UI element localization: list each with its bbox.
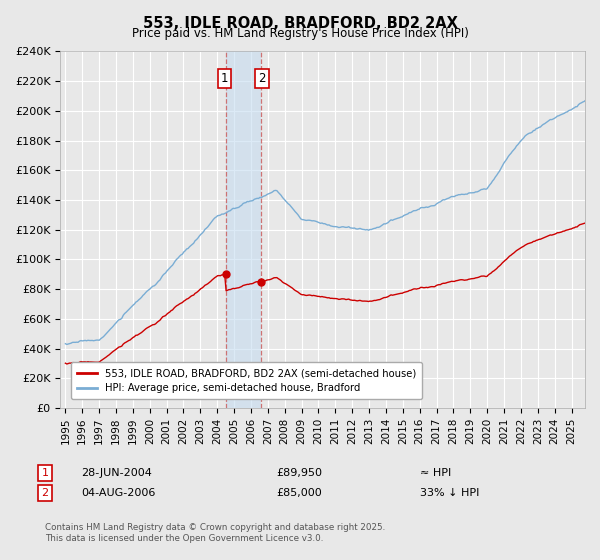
Text: 2: 2 [41,488,49,498]
Text: £89,950: £89,950 [276,468,322,478]
Bar [226,52,261,408]
Legend: 553, IDLE ROAD, BRADFORD, BD2 2AX (semi-detached house), HPI: Average price, sem: 553, IDLE ROAD, BRADFORD, BD2 2AX (semi-… [71,362,422,399]
Text: 1: 1 [221,72,229,85]
Text: 33% ↓ HPI: 33% ↓ HPI [420,488,479,498]
Text: £85,000: £85,000 [276,488,322,498]
Text: 28-JUN-2004: 28-JUN-2004 [81,468,152,478]
Text: ≈ HPI: ≈ HPI [420,468,451,478]
Text: Price paid vs. HM Land Registry's House Price Index (HPI): Price paid vs. HM Land Registry's House … [131,27,469,40]
Text: 2: 2 [258,72,266,85]
Text: Contains HM Land Registry data © Crown copyright and database right 2025.
This d: Contains HM Land Registry data © Crown c… [45,524,385,543]
Text: 553, IDLE ROAD, BRADFORD, BD2 2AX: 553, IDLE ROAD, BRADFORD, BD2 2AX [143,16,457,31]
Text: 1: 1 [41,468,49,478]
Text: 04-AUG-2006: 04-AUG-2006 [81,488,155,498]
